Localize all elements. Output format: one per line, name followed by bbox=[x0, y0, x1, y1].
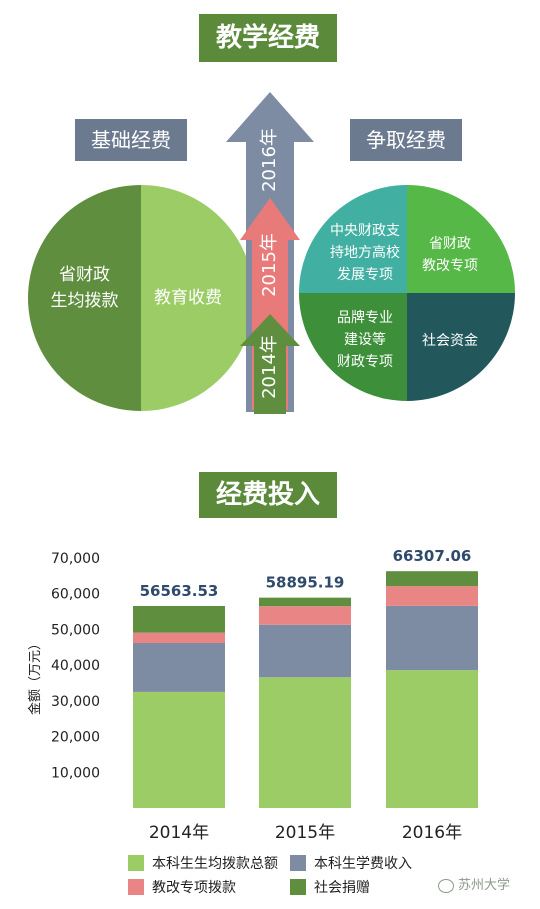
social-fund-segment bbox=[407, 293, 515, 401]
bar-segment bbox=[133, 643, 225, 692]
bar-segment bbox=[259, 606, 351, 625]
provincial-reform-text: 省财政 教改专项 bbox=[422, 236, 478, 274]
tuition-text: 教育收费 bbox=[154, 288, 222, 308]
arrow-2014 bbox=[240, 314, 300, 414]
brand-major-text: 品牌专业 建设等 财政专项 bbox=[337, 310, 393, 370]
y-tick-label: 60,000 bbox=[51, 587, 100, 603]
legend-swatch-per-student bbox=[128, 855, 144, 871]
competitive-funding-circle bbox=[299, 185, 515, 401]
legend-label-reform: 教改专项拨款 bbox=[152, 880, 236, 896]
bar-segment bbox=[386, 605, 478, 671]
bar-segment bbox=[133, 691, 225, 808]
brand-major-segment bbox=[299, 293, 407, 401]
year-arrows bbox=[226, 92, 314, 414]
central-fund-text: 中央财政支 持地方高校 发展专项 bbox=[330, 223, 400, 283]
funding-bar-chart: 10,000 20,000 30,000 40,000 50,000 60,000 70,0… bbox=[51, 547, 478, 843]
y-tick-label: 20,000 bbox=[51, 730, 100, 746]
bar-total-label: 66307.06 bbox=[393, 547, 472, 565]
bar-segment bbox=[386, 670, 478, 808]
legend-label-per-student: 本科生生均拨款总额 bbox=[152, 856, 278, 872]
arrow-year-2014: 2014年 bbox=[259, 335, 280, 399]
provincial-allocation-segment bbox=[28, 185, 141, 411]
y-axis-label: 金额（万元） bbox=[28, 637, 43, 716]
provincial-reform-segment bbox=[407, 185, 515, 293]
x-category-label: 2015年 bbox=[275, 823, 335, 843]
bar-segment bbox=[259, 677, 351, 808]
legend-label-donation: 社会捐赠 bbox=[314, 880, 370, 896]
y-tick-label: 30,000 bbox=[51, 694, 100, 710]
legend-swatch-reform bbox=[128, 879, 144, 895]
tuition-segment bbox=[141, 185, 254, 411]
legend-swatch-donation bbox=[290, 879, 306, 895]
wechat-icon bbox=[438, 878, 454, 893]
competitive-funding-label: 争取经费 bbox=[350, 119, 462, 161]
y-tick-label: 10,000 bbox=[51, 765, 100, 781]
bar-segment bbox=[386, 571, 478, 587]
arrow-year-2015: 2015年 bbox=[259, 233, 280, 297]
x-category-label: 2014年 bbox=[149, 823, 209, 843]
social-fund-text: 社会资金 bbox=[422, 333, 478, 349]
legend-label-tuition: 本科生学费收入 bbox=[314, 856, 412, 872]
bar-segment bbox=[259, 624, 351, 678]
y-tick-label: 50,000 bbox=[51, 622, 100, 638]
bar-segment bbox=[133, 632, 225, 643]
bar-segment bbox=[386, 586, 478, 606]
section-title: 经费投入 bbox=[199, 472, 337, 518]
y-tick-label: 70,000 bbox=[51, 551, 100, 567]
watermark: 苏州大学 bbox=[438, 874, 510, 893]
legend-swatch-tuition bbox=[290, 855, 306, 871]
basic-funding-label: 基础经费 bbox=[75, 119, 187, 161]
page-title: 教学经费 bbox=[199, 14, 337, 62]
bar-segment bbox=[133, 605, 225, 633]
central-fund-segment bbox=[299, 185, 407, 293]
y-tick-label: 40,000 bbox=[51, 658, 100, 674]
provincial-allocation-text: 省财政 生均拨款 bbox=[50, 265, 119, 311]
bar-total-label: 56563.53 bbox=[140, 582, 219, 600]
bar-segment bbox=[259, 597, 351, 607]
bar-total-label: 58895.19 bbox=[266, 574, 345, 592]
arrow-year-2016: 2016年 bbox=[259, 128, 280, 192]
x-category-label: 2016年 bbox=[402, 823, 462, 843]
basic-funding-circle bbox=[28, 185, 254, 411]
